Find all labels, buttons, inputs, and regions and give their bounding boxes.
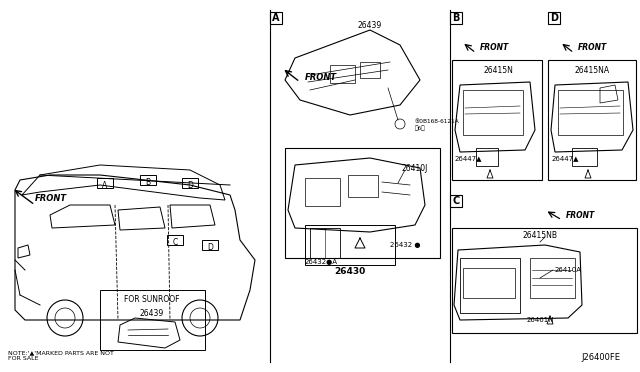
- Text: 26447▲: 26447▲: [455, 155, 483, 161]
- Bar: [310, 228, 340, 258]
- Bar: [140, 175, 156, 185]
- Bar: [330, 65, 355, 83]
- Text: C: C: [172, 237, 178, 247]
- Text: 26430: 26430: [334, 267, 365, 276]
- Text: B: B: [452, 13, 460, 23]
- Text: 26432●A: 26432●A: [305, 259, 338, 265]
- Text: 26439: 26439: [358, 20, 382, 29]
- Bar: [452, 228, 637, 333]
- Bar: [548, 12, 560, 24]
- Bar: [360, 62, 380, 78]
- Text: FRONT: FRONT: [305, 73, 337, 81]
- Bar: [463, 268, 515, 298]
- Text: FRONT: FRONT: [578, 42, 607, 51]
- Bar: [305, 178, 340, 206]
- Text: FRONT: FRONT: [35, 193, 67, 202]
- Text: 26432 ●: 26432 ●: [390, 242, 420, 248]
- Text: 26415NA: 26415NA: [575, 65, 609, 74]
- Bar: [167, 235, 183, 245]
- Text: D: D: [207, 243, 213, 251]
- Text: NOTE:'▲'MARKED PARTS ARE NOT
FOR SALE: NOTE:'▲'MARKED PARTS ARE NOT FOR SALE: [8, 350, 114, 361]
- Bar: [460, 258, 520, 313]
- Bar: [202, 240, 218, 250]
- Bar: [548, 60, 636, 180]
- Bar: [450, 12, 462, 24]
- Bar: [463, 90, 523, 135]
- Text: A: A: [102, 180, 108, 189]
- Text: 26447▲: 26447▲: [552, 155, 579, 161]
- Bar: [450, 195, 462, 207]
- Bar: [558, 90, 623, 135]
- Text: FRONT: FRONT: [566, 211, 595, 219]
- Bar: [285, 148, 440, 258]
- Bar: [572, 148, 597, 166]
- Text: B: B: [145, 177, 150, 186]
- Bar: [305, 225, 395, 265]
- Text: 26410A: 26410A: [555, 267, 582, 273]
- Text: ⑤0B168-6121A
（6）: ⑤0B168-6121A （6）: [415, 119, 460, 131]
- Text: 26415NB: 26415NB: [522, 231, 557, 240]
- Text: slot: slot: [485, 273, 495, 278]
- Bar: [530, 258, 575, 298]
- Bar: [348, 175, 378, 197]
- Text: FOR SUNROOF: FOR SUNROOF: [124, 295, 180, 305]
- Bar: [100, 290, 205, 350]
- Bar: [452, 60, 542, 180]
- Text: FRONT: FRONT: [480, 42, 509, 51]
- Text: 26410J: 26410J: [402, 164, 428, 173]
- Bar: [270, 12, 282, 24]
- Bar: [182, 178, 198, 188]
- Text: C: C: [452, 196, 460, 206]
- Bar: [97, 178, 113, 188]
- Text: D: D: [550, 13, 558, 23]
- Text: 26439: 26439: [140, 308, 164, 317]
- Text: A: A: [272, 13, 280, 23]
- Text: J26400FE: J26400FE: [581, 353, 620, 362]
- Bar: [476, 148, 498, 166]
- Text: 26461N: 26461N: [526, 317, 554, 323]
- Text: D: D: [187, 180, 193, 189]
- Text: 26415N: 26415N: [483, 65, 513, 74]
